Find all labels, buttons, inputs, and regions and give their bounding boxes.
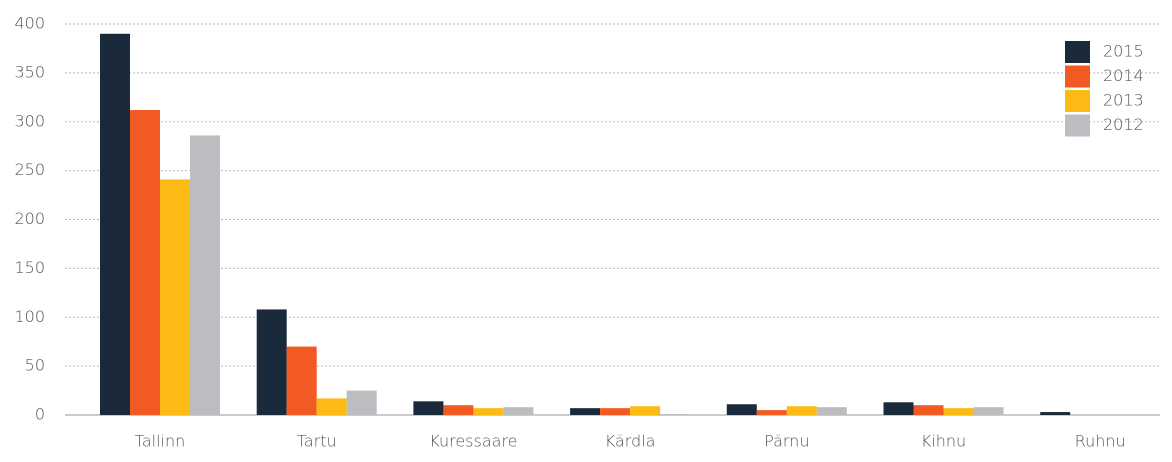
legend-swatch (1065, 65, 1090, 88)
bar (660, 414, 691, 415)
y-tick-label: 0 (35, 405, 45, 424)
x-tick-label: Tallinn (135, 432, 186, 451)
legend-swatch (1065, 41, 1090, 63)
legend-label: 2015 (1103, 42, 1144, 61)
bar (160, 179, 190, 415)
x-tick-label: Ruhnu (1075, 432, 1126, 451)
legend-swatch (1065, 114, 1090, 137)
y-tick-label: 400 (14, 14, 45, 33)
x-tick-label: Kihnu (921, 432, 966, 451)
legend-label: 2012 (1103, 115, 1144, 134)
bar (943, 408, 974, 415)
y-tick-label: 300 (14, 111, 45, 130)
bar (1040, 412, 1071, 415)
bar (786, 406, 817, 415)
legend-label: 2013 (1103, 91, 1144, 110)
bar (816, 407, 847, 415)
y-tick-label: 150 (14, 258, 45, 277)
x-tick-label: Pärnu (764, 432, 809, 451)
bar (883, 402, 914, 415)
bar (570, 408, 601, 415)
y-tick-label: 50 (25, 356, 45, 375)
bar (913, 405, 944, 415)
bar (473, 408, 504, 415)
legend-swatch (1065, 90, 1090, 112)
bar (346, 390, 377, 415)
x-tick-label: Tartu (297, 432, 337, 451)
legend-label: 2014 (1103, 66, 1144, 85)
bar (600, 408, 631, 415)
x-tick-label: Kärdla (605, 432, 656, 451)
bar (726, 404, 757, 415)
bar (756, 410, 787, 415)
bar (190, 135, 220, 415)
bar (503, 407, 534, 415)
bar (100, 33, 130, 416)
x-tick-label: Kuressaare (429, 432, 517, 451)
y-tick-label: 350 (14, 62, 45, 81)
bar (316, 398, 347, 415)
y-tick-label: 100 (14, 307, 45, 326)
bar (973, 407, 1004, 415)
bar (443, 405, 474, 415)
y-tick-label: 250 (14, 160, 45, 179)
bar (130, 110, 160, 416)
bar (413, 401, 444, 415)
y-tick-label: 200 (14, 209, 45, 228)
bar (286, 346, 317, 415)
bar (630, 406, 661, 415)
bar (256, 309, 287, 415)
